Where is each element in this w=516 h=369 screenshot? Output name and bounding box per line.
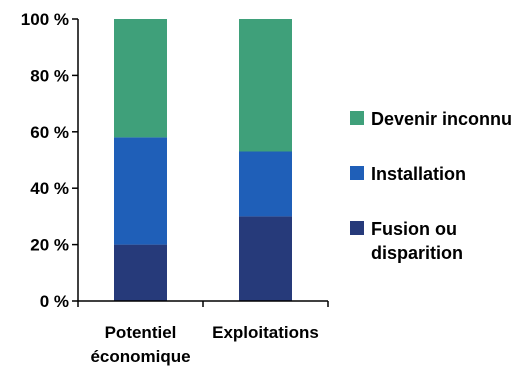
y-tick-label: 40 % xyxy=(30,179,69,198)
legend-swatch xyxy=(350,111,364,125)
x-category-label: Exploitations xyxy=(212,323,319,342)
y-tick-labels: 0 % 20 % 40 % 60 % 80 % 100 % xyxy=(21,10,69,311)
legend-label: Installation xyxy=(371,164,466,184)
bar-segment-0-0 xyxy=(114,244,167,301)
bar-segment-0-1 xyxy=(114,137,167,245)
legend-label: Fusion ou xyxy=(371,219,457,239)
axes-group xyxy=(72,18,329,307)
y-tick-label: 0 % xyxy=(40,292,69,311)
legend-swatch xyxy=(350,166,364,180)
x-category-label: économique xyxy=(90,347,190,366)
legend: Devenir inconnu Installation Fusion ou disp… xyxy=(350,109,512,263)
bars-group xyxy=(114,19,292,301)
bar-segment-1-0 xyxy=(239,216,292,301)
legend-swatch xyxy=(350,221,364,235)
bar-segment-1-2 xyxy=(239,19,292,152)
bar-segment-0-2 xyxy=(114,19,167,138)
y-tick-label: 100 % xyxy=(21,10,69,29)
bar-segment-1-1 xyxy=(239,151,292,217)
legend-label: disparition xyxy=(371,243,463,263)
legend-label: Devenir inconnu xyxy=(371,109,512,129)
y-tick-label: 20 % xyxy=(30,236,69,255)
y-tick-label: 60 % xyxy=(30,123,69,142)
y-tick-label: 80 % xyxy=(30,66,69,85)
x-category-labels: Potentiel économique Exploitations xyxy=(90,323,318,366)
x-category-label: Potentiel xyxy=(105,323,177,342)
